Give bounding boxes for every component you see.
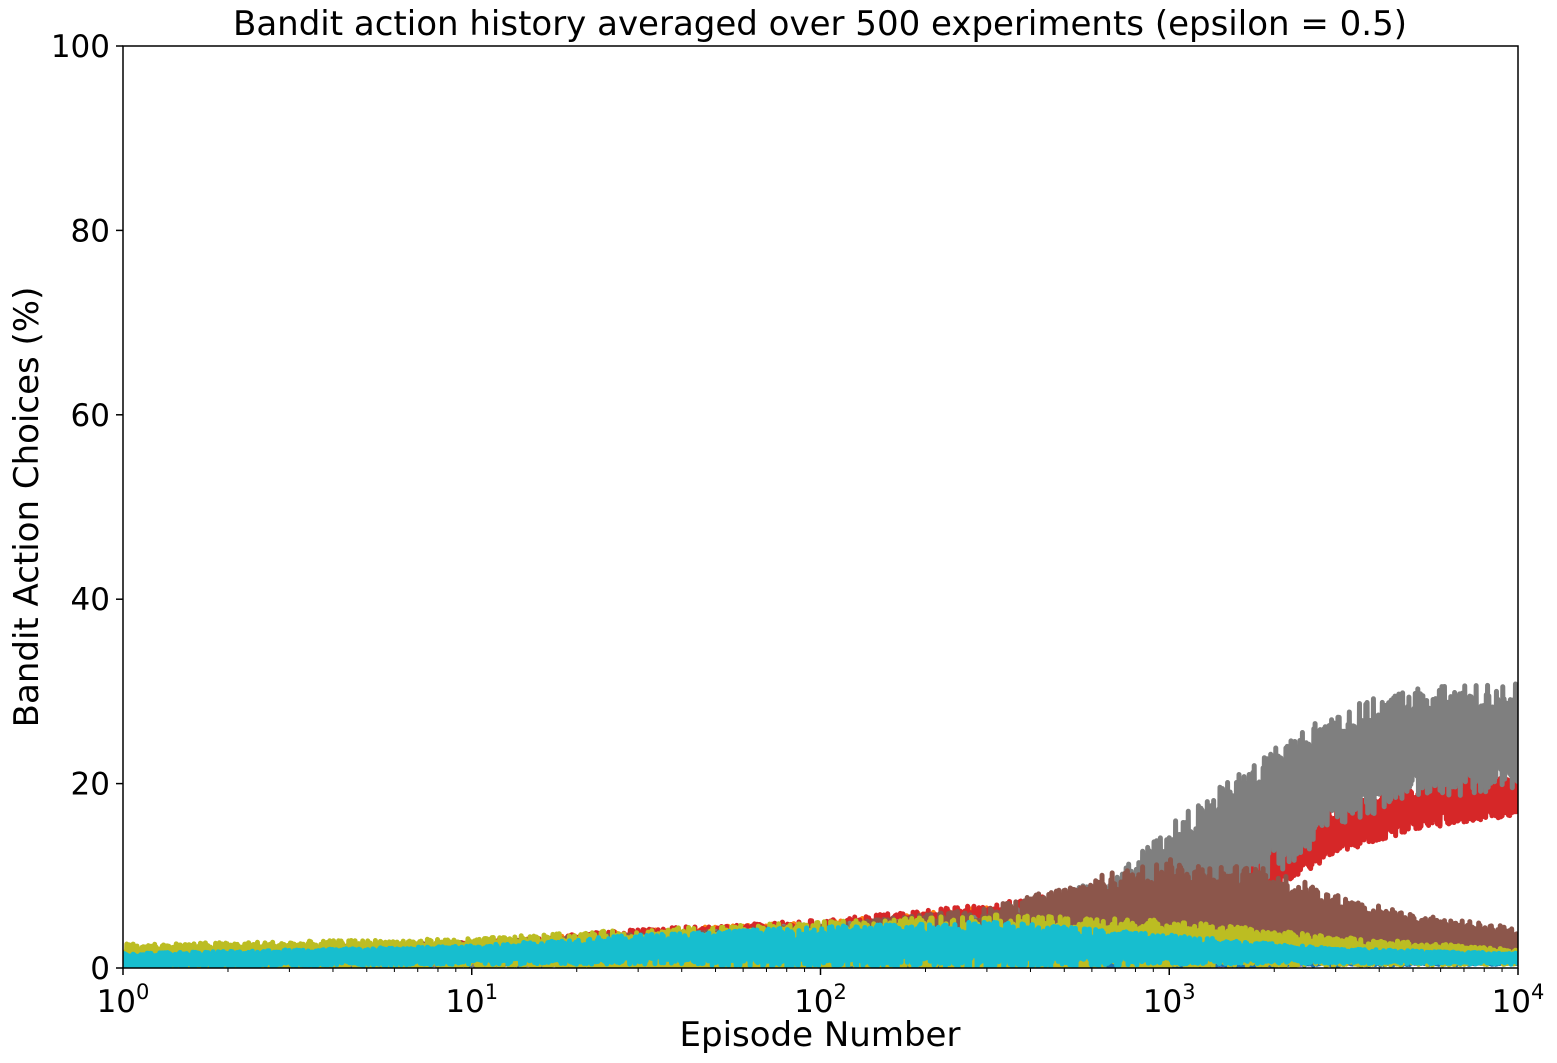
x-axis-label: Episode Number — [680, 1015, 961, 1055]
y-tick-label: 60 — [71, 398, 110, 434]
x-tick-exponent: 4 — [1531, 980, 1544, 1004]
y-tick-label: 80 — [71, 213, 110, 249]
y-tick-label: 100 — [51, 29, 110, 65]
x-tick-base: 10 — [794, 984, 833, 1020]
x-tick-base: 10 — [445, 984, 484, 1020]
x-tick-label: 100 — [97, 980, 150, 1020]
x-tick-exponent: 2 — [834, 980, 847, 1004]
series-layer — [123, 681, 1518, 968]
y-axis-label: Bandit Action Choices (%) — [7, 287, 47, 728]
y-axis-ticks: 0 20 40 60 80 100 — [51, 29, 123, 987]
y-tick-label: 0 — [90, 951, 110, 987]
x-tick-label: 102 — [794, 980, 847, 1020]
x-tick-label: 103 — [1143, 980, 1196, 1020]
x-tick-exponent: 1 — [485, 980, 498, 1004]
x-tick-base: 10 — [1143, 984, 1182, 1020]
chart-title: Bandit action history averaged over 500 … — [233, 4, 1407, 44]
x-tick-label: 101 — [445, 980, 498, 1020]
x-tick-label: 104 — [1492, 980, 1545, 1020]
y-tick-label: 40 — [71, 582, 110, 618]
x-tick-base: 10 — [97, 984, 136, 1020]
y-tick-label: 20 — [71, 767, 110, 803]
x-axis-ticks: 100 101 102 103 104 — [97, 968, 1545, 1020]
x-tick-base: 10 — [1492, 984, 1531, 1020]
x-tick-exponent: 0 — [136, 980, 149, 1004]
series-line-9 — [123, 919, 1518, 968]
x-tick-exponent: 3 — [1182, 980, 1195, 1004]
